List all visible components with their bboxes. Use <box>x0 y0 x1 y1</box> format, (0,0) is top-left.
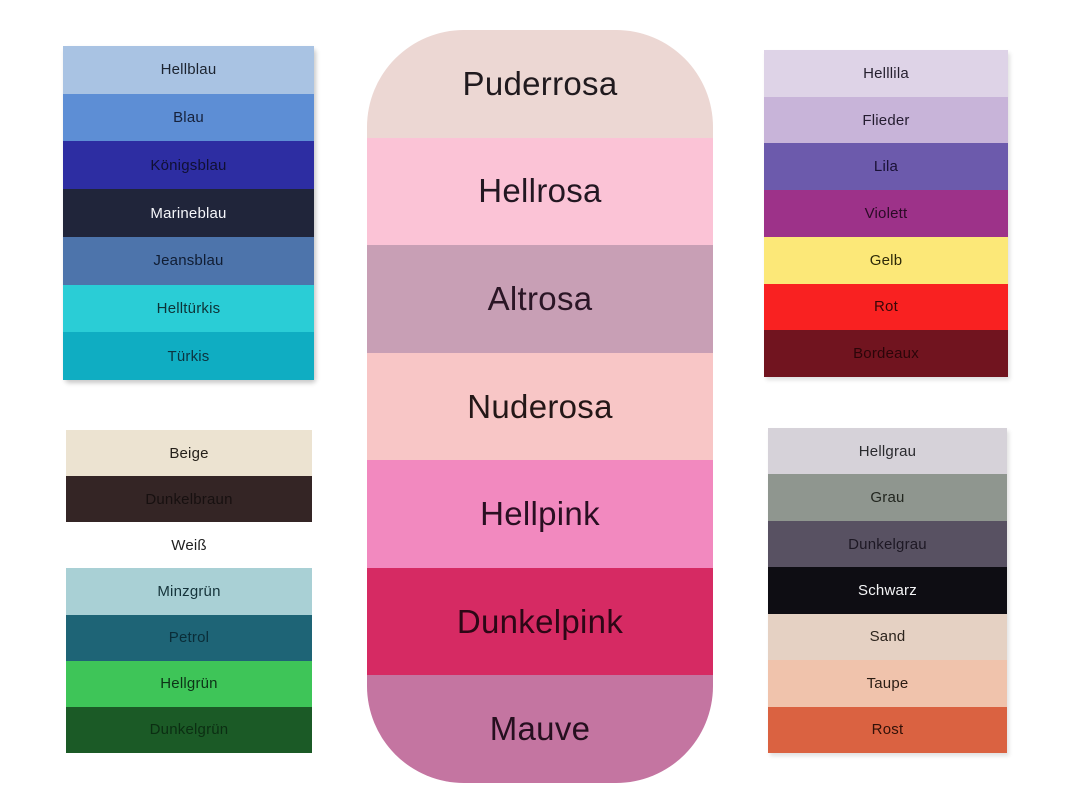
swatch-label: Dunkelpink <box>456 602 624 640</box>
swatch-hellblau: Hellblau <box>63 46 314 94</box>
swatch-rot: Rot <box>764 283 1008 331</box>
swatch-lila: Lila <box>764 143 1008 191</box>
swatch-schwarz: Schwarz <box>768 567 1007 614</box>
swatch-label: Gelb <box>869 251 903 269</box>
swatch-wei-: Weiß <box>66 522 312 569</box>
swatch-label: Sand <box>869 628 906 646</box>
swatch-dunkelbraun: Dunkelbraun <box>66 476 312 523</box>
swatch-t-rkis: Türkis <box>63 332 314 381</box>
swatch-flieder: Flieder <box>764 96 1008 144</box>
swatch-label: Blau <box>173 109 204 127</box>
swatch-mauve: Mauve <box>367 675 713 783</box>
swatch-blau: Blau <box>63 93 314 142</box>
swatch-puderrosa: Puderrosa <box>367 30 713 138</box>
swatch-label: Hellblau <box>160 61 217 79</box>
swatch-violett: Violett <box>764 190 1008 237</box>
swatch-label: Rot <box>874 298 898 316</box>
swatch-label: Hellgrün <box>160 675 218 693</box>
swatch-hellgrau: Hellgrau <box>768 428 1007 475</box>
swatch-hellt-rkis: Helltürkis <box>63 284 314 333</box>
swatch-label: Petrol <box>168 629 210 647</box>
swatch-sand: Sand <box>768 613 1007 661</box>
panel-purple-red-yellow: Helllila Flieder Lila Violett Gelb Rot Bordeau… <box>764 50 1008 378</box>
swatch-beige: Beige <box>66 430 312 477</box>
swatch-k-nigsblau: Königsblau <box>63 141 314 190</box>
swatch-label: Mauve <box>489 710 591 748</box>
swatch-jeansblau: Jeansblau <box>63 236 314 285</box>
panel-beige-green: Beige Dunkelbraun Weiß Minzgrün Petrol Hellgr… <box>66 430 312 753</box>
swatch-dunkelpink: Dunkelpink <box>367 567 713 676</box>
swatch-label: Königsblau <box>150 156 227 174</box>
swatch-dunkelgrau: Dunkelgrau <box>768 520 1007 568</box>
swatch-dunkelgr-n: Dunkelgrün <box>66 706 312 753</box>
swatch-hellpink: Hellpink <box>367 460 713 568</box>
swatch-label: Grau <box>870 489 905 507</box>
swatch-label: Minzgrün <box>157 582 221 600</box>
swatch-gelb: Gelb <box>764 236 1008 284</box>
swatch-label: Lila <box>873 158 899 176</box>
swatch-label: Bordeaux <box>853 345 919 363</box>
swatch-label: Violett <box>864 205 908 223</box>
panel-grey-earth: Hellgrau Grau Dunkelgrau Schwarz Sand Taupe Ro… <box>768 428 1007 753</box>
swatch-label: Hellrosa <box>478 172 602 210</box>
swatch-label: Taupe <box>866 674 909 692</box>
swatch-hellgr-n: Hellgrün <box>66 660 312 707</box>
swatch-altrosa: Altrosa <box>367 245 713 353</box>
swatch-label: Flieder <box>862 111 910 129</box>
panel-rose-tones: Puderrosa Hellrosa Altrosa Nuderosa Hellpink… <box>367 30 713 783</box>
swatch-label: Helltürkis <box>156 299 221 317</box>
swatch-label: Rost <box>871 721 904 739</box>
swatch-label: Puderrosa <box>462 64 618 102</box>
swatch-label: Beige <box>169 444 209 462</box>
swatch-taupe: Taupe <box>768 660 1007 707</box>
swatch-label: Weiß <box>171 536 207 554</box>
swatch-rost: Rost <box>768 706 1007 753</box>
swatch-minzgr-n: Minzgrün <box>66 568 312 615</box>
swatch-label: Nuderosa <box>467 387 613 425</box>
swatch-hellrosa: Hellrosa <box>367 137 713 246</box>
panel-blue-tones: Hellblau Blau Königsblau Marineblau Jeansbla… <box>63 46 314 381</box>
swatch-label: Hellpink <box>480 495 600 533</box>
swatch-label: Helllila <box>863 64 909 82</box>
swatch-bordeaux: Bordeaux <box>764 330 1008 378</box>
swatch-helllila: Helllila <box>764 50 1008 97</box>
swatch-label: Jeansblau <box>153 252 224 270</box>
swatch-label: Türkis <box>167 347 210 365</box>
swatch-petrol: Petrol <box>66 614 312 661</box>
swatch-nuderosa: Nuderosa <box>367 352 713 461</box>
swatch-label: Schwarz <box>858 581 917 599</box>
swatch-label: Dunkelgrau <box>848 535 927 553</box>
swatch-label: Dunkelbraun <box>145 490 233 508</box>
swatch-marineblau: Marineblau <box>63 189 314 237</box>
swatch-label: Dunkelgrün <box>149 721 229 739</box>
swatch-grau: Grau <box>768 474 1007 521</box>
swatch-label: Hellgrau <box>858 442 917 460</box>
swatch-label: Marineblau <box>150 204 227 222</box>
swatch-label: Altrosa <box>487 279 593 317</box>
